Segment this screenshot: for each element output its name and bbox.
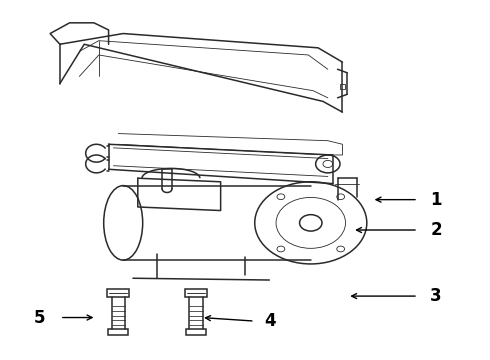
- Text: 3: 3: [430, 287, 442, 305]
- Bar: [340, 84, 345, 89]
- Text: 1: 1: [430, 191, 441, 209]
- Text: 5: 5: [34, 309, 45, 327]
- Text: 2: 2: [430, 221, 442, 239]
- Text: 4: 4: [265, 312, 276, 330]
